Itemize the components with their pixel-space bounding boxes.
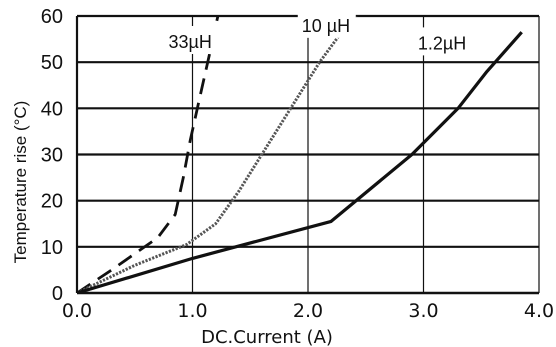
y-axis-title: Temperature rise (°C) [11, 101, 30, 264]
x-tick-2.0: 2.0 [293, 300, 323, 322]
series-label-0: 33µH [169, 32, 212, 52]
grid [77, 14, 540, 293]
x-tick-1.0: 1.0 [177, 300, 207, 322]
series-labels: 33µH 10 µH 1.2µH [164, 9, 466, 56]
series-label-1: 10 µH [302, 16, 350, 36]
series-label-bg-0 [164, 26, 237, 55]
series-label-bg-2 [413, 27, 466, 56]
x-axis-title: DC.Current (A) [201, 327, 333, 347]
series-line-2 [77, 31, 523, 293]
y-tick-0: 0 [52, 283, 63, 305]
x-tick-3.0: 3.0 [408, 300, 438, 322]
y-tick-30: 30 [41, 145, 63, 167]
series-layer [77, 16, 523, 293]
x-tick-4.0: 4.0 [524, 300, 554, 322]
series-line-0 [77, 16, 220, 293]
y-tick-50: 50 [41, 52, 63, 74]
axes [75, 16, 539, 295]
y-tick-60: 60 [41, 6, 63, 28]
y-tick-10: 10 [41, 237, 63, 259]
y-tick-40: 40 [41, 98, 63, 120]
series-label-bg-1 [297, 9, 356, 38]
series-label-2: 1.2µH [418, 33, 466, 53]
x-tick-0.0: 0.0 [62, 300, 92, 322]
tick-labels: 0 10 20 30 40 50 60 0.0 1.0 2.0 3.0 4.0 [41, 6, 554, 322]
y-tick-20: 20 [41, 191, 63, 213]
series-line-1 [77, 16, 358, 293]
